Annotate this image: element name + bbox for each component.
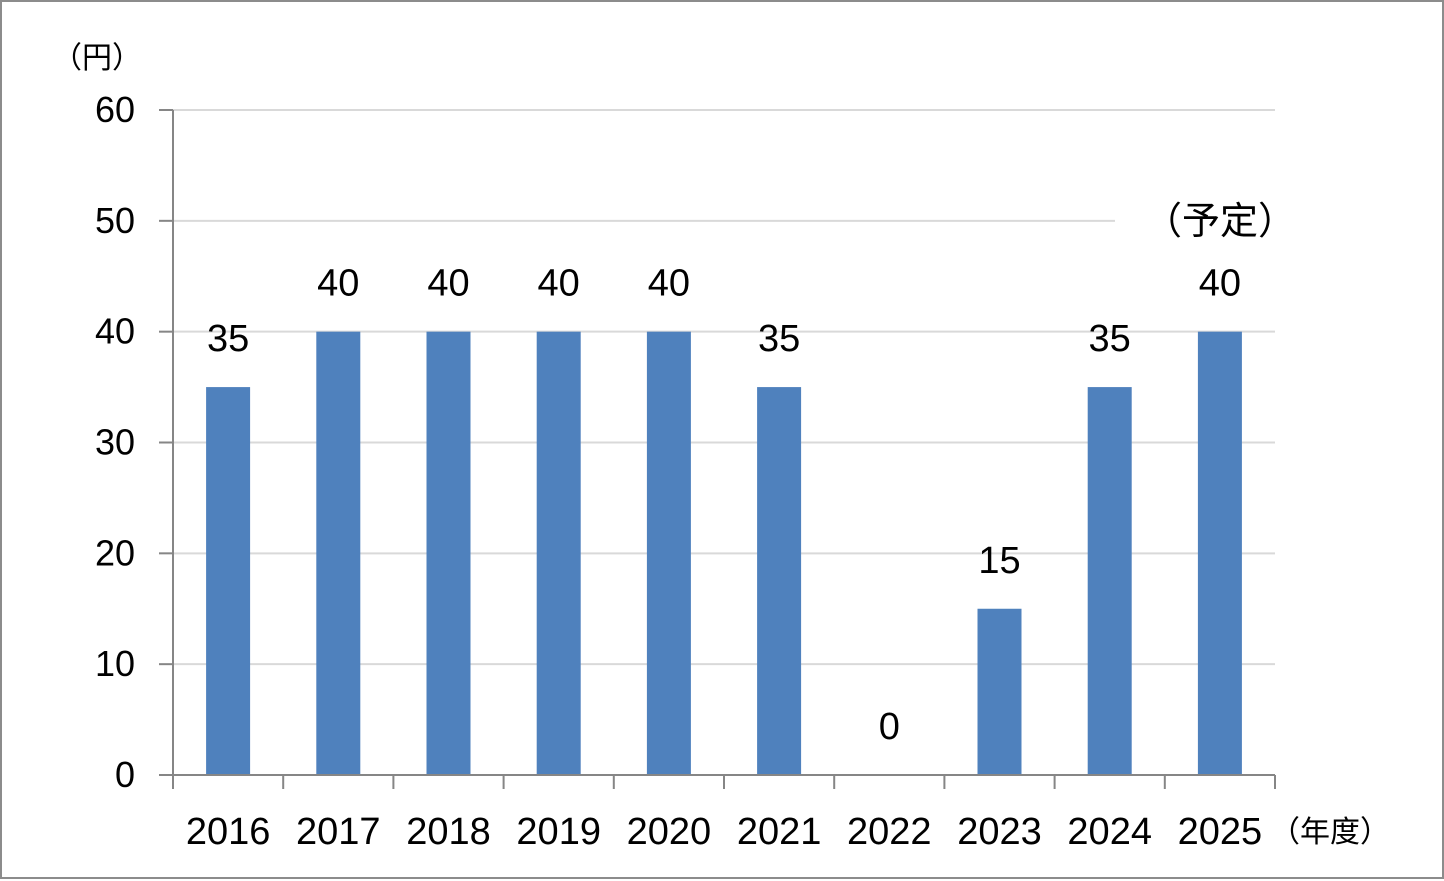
- y-tick-label-30: 30: [95, 422, 135, 463]
- x-tick-label-2023: 2023: [957, 811, 1042, 853]
- y-tick-label-20: 20: [95, 532, 135, 573]
- bar-2024: [1087, 387, 1132, 775]
- y-unit-label: （円）: [52, 41, 142, 76]
- data-label-2016: 35: [207, 318, 249, 360]
- x-tick-label-2020: 2020: [627, 811, 712, 853]
- data-label-2020: 40: [648, 263, 690, 305]
- y-tick-label-10: 10: [95, 643, 135, 684]
- data-label-2023: 15: [978, 540, 1020, 582]
- axes: [159, 109, 1276, 789]
- data-label-2017: 40: [317, 263, 359, 305]
- labels: 0 10 20 30 40 50 60 2016 2017 2018 2019 2020 2021 202…: [95, 89, 1262, 853]
- x-tick-label-2019: 2019: [516, 811, 601, 853]
- data-label-2019: 40: [538, 263, 580, 305]
- y-tick-label-0: 0: [115, 754, 135, 795]
- x-tick-label-2018: 2018: [406, 811, 491, 853]
- x-tick-label-2025: 2025: [1178, 811, 1263, 853]
- x-tick-label-2022: 2022: [847, 811, 932, 853]
- x-unit-label: （年度）: [1270, 815, 1390, 850]
- x-tick-label-2016: 2016: [186, 811, 271, 853]
- y-tick-label-50: 50: [95, 200, 135, 241]
- data-label-2018: 40: [427, 263, 469, 305]
- forecast-annotation: （予定）: [1144, 199, 1296, 243]
- bar-2018: [426, 331, 471, 775]
- data-label-2025: 40: [1199, 263, 1241, 305]
- bar-2025: [1197, 331, 1242, 775]
- y-tick-label-40: 40: [95, 311, 135, 352]
- bars: [206, 331, 1242, 775]
- bar-2020: [646, 331, 691, 775]
- bar-2017: [316, 331, 361, 775]
- x-tick-label-2021: 2021: [737, 811, 822, 853]
- x-tick-label-2024: 2024: [1067, 811, 1152, 853]
- data-label-2024: 35: [1089, 318, 1131, 360]
- data-label-2022: 0: [879, 706, 900, 748]
- bar-2016: [206, 387, 251, 775]
- x-tick-label-2017: 2017: [296, 811, 381, 853]
- bar-2019: [536, 331, 581, 775]
- y-tick-label-60: 60: [95, 89, 135, 130]
- data-label-2021: 35: [758, 318, 800, 360]
- bar-2021: [757, 387, 802, 775]
- bar-2023: [977, 608, 1022, 775]
